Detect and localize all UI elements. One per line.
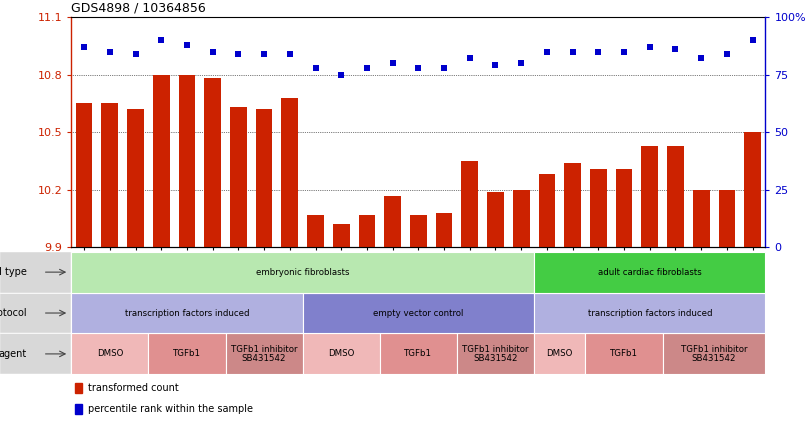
Point bbox=[643, 44, 656, 50]
Bar bbox=[307, 215, 324, 247]
Bar bbox=[303, 293, 534, 333]
Point bbox=[695, 55, 708, 62]
Text: agent: agent bbox=[0, 349, 27, 359]
Bar bbox=[462, 161, 478, 247]
Bar bbox=[718, 190, 735, 247]
Bar bbox=[384, 195, 401, 247]
Text: TGFb1 inhibitor
SB431542: TGFb1 inhibitor SB431542 bbox=[463, 345, 529, 363]
Bar bbox=[693, 190, 710, 247]
Bar bbox=[539, 174, 556, 247]
Point bbox=[386, 60, 399, 66]
Bar bbox=[204, 78, 221, 247]
Bar bbox=[436, 213, 453, 247]
Point bbox=[104, 48, 117, 55]
Bar bbox=[534, 252, 765, 293]
Bar bbox=[0, 293, 71, 333]
Text: transcription factors induced: transcription factors induced bbox=[587, 308, 712, 318]
Point bbox=[489, 62, 502, 69]
Bar bbox=[71, 252, 534, 293]
Bar bbox=[513, 190, 530, 247]
Point bbox=[437, 64, 450, 71]
Bar bbox=[380, 333, 457, 374]
Bar bbox=[667, 146, 684, 247]
Text: TGFb1 inhibitor
SB431542: TGFb1 inhibitor SB431542 bbox=[680, 345, 748, 363]
Bar bbox=[663, 333, 765, 374]
Point bbox=[617, 48, 630, 55]
Text: embryonic fibroblasts: embryonic fibroblasts bbox=[256, 268, 349, 277]
Text: TGFb1: TGFb1 bbox=[173, 349, 201, 358]
Bar bbox=[457, 333, 534, 374]
Point bbox=[540, 48, 553, 55]
Bar bbox=[586, 333, 663, 374]
Text: protocol: protocol bbox=[0, 308, 27, 318]
Point bbox=[232, 50, 245, 57]
Bar bbox=[281, 98, 298, 247]
Point bbox=[411, 64, 424, 71]
Bar bbox=[76, 103, 92, 247]
Point bbox=[566, 48, 579, 55]
Bar bbox=[225, 333, 303, 374]
Point bbox=[155, 37, 168, 44]
Point bbox=[207, 48, 220, 55]
Bar bbox=[179, 74, 195, 247]
Bar bbox=[534, 333, 586, 374]
Bar bbox=[642, 146, 658, 247]
Bar bbox=[744, 132, 761, 247]
Bar bbox=[75, 404, 82, 414]
Bar bbox=[333, 225, 350, 247]
Text: DMSO: DMSO bbox=[96, 349, 123, 358]
Text: GDS4898 / 10364856: GDS4898 / 10364856 bbox=[71, 2, 206, 15]
Bar bbox=[0, 252, 71, 293]
Point bbox=[592, 48, 605, 55]
Point bbox=[746, 37, 759, 44]
Bar bbox=[303, 333, 380, 374]
Bar bbox=[487, 192, 504, 247]
Text: percentile rank within the sample: percentile rank within the sample bbox=[88, 404, 254, 414]
Point bbox=[284, 50, 296, 57]
Point bbox=[463, 55, 476, 62]
Bar bbox=[230, 107, 247, 247]
Text: DMSO: DMSO bbox=[328, 349, 355, 358]
Point bbox=[309, 64, 322, 71]
Text: TGFb1 inhibitor
SB431542: TGFb1 inhibitor SB431542 bbox=[231, 345, 297, 363]
Text: DMSO: DMSO bbox=[547, 349, 573, 358]
Point bbox=[669, 46, 682, 52]
Text: transformed count: transformed count bbox=[88, 383, 179, 393]
Bar bbox=[565, 163, 581, 247]
Text: TGFb1: TGFb1 bbox=[610, 349, 638, 358]
Bar bbox=[256, 109, 272, 247]
Point bbox=[258, 50, 271, 57]
Bar bbox=[153, 74, 169, 247]
Bar bbox=[359, 215, 375, 247]
Point bbox=[335, 71, 347, 78]
Text: TGFb1: TGFb1 bbox=[404, 349, 433, 358]
Point bbox=[720, 50, 733, 57]
Bar bbox=[71, 293, 303, 333]
Point bbox=[129, 50, 142, 57]
Bar bbox=[590, 169, 607, 247]
Bar bbox=[71, 333, 148, 374]
Point bbox=[181, 41, 194, 48]
Point bbox=[360, 64, 373, 71]
Bar bbox=[534, 293, 765, 333]
Bar bbox=[148, 333, 225, 374]
Text: empty vector control: empty vector control bbox=[373, 308, 463, 318]
Point bbox=[78, 44, 91, 50]
Text: transcription factors induced: transcription factors induced bbox=[125, 308, 249, 318]
Point bbox=[514, 60, 527, 66]
Bar bbox=[0, 333, 71, 374]
Text: cell type: cell type bbox=[0, 267, 27, 277]
Text: adult cardiac fibroblasts: adult cardiac fibroblasts bbox=[598, 268, 701, 277]
Bar bbox=[616, 169, 633, 247]
Bar bbox=[101, 103, 118, 247]
Bar bbox=[127, 109, 144, 247]
Bar bbox=[410, 215, 427, 247]
Bar bbox=[75, 383, 82, 393]
